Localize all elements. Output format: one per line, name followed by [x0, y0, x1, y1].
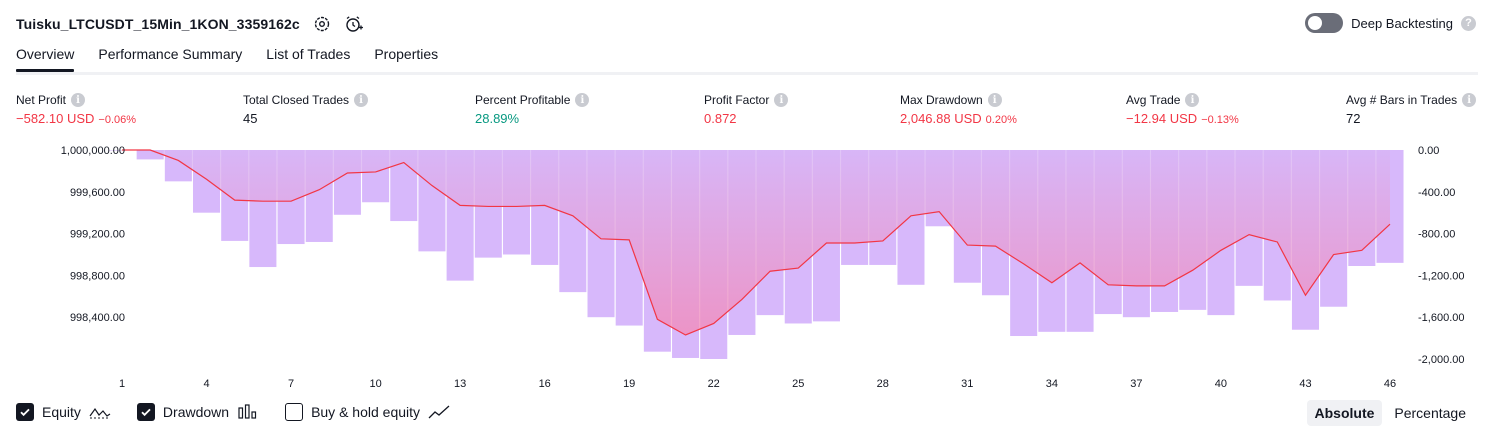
x-axis-tick: 22 — [708, 378, 720, 390]
metric-label: Total Closed Trades — [243, 93, 350, 107]
deep-backtesting-label: Deep Backtesting — [1351, 15, 1453, 31]
legend-drawdown-label: Drawdown — [162, 404, 230, 420]
legend-equity[interactable]: Equity — [16, 403, 111, 421]
x-axis-tick: 25 — [792, 378, 804, 390]
equity-area — [122, 150, 1390, 335]
metric-total-closed-trades: Total Closed Trades i 45 — [243, 93, 369, 126]
strategy-title: Tuisku_LTCUSDT_15Min_1KON_3359162c — [16, 16, 300, 32]
info-icon[interactable]: i — [1462, 93, 1477, 107]
tab-properties[interactable]: Properties — [374, 46, 439, 62]
metric-value: 28.89% — [475, 111, 520, 126]
left-axis-tick: 999,200.00 — [70, 229, 125, 241]
metric-label: Percent Profitable — [475, 93, 571, 107]
value-mode-switch: Absolute Percentage — [1306, 400, 1475, 426]
left-axis-tick: 998,400.00 — [70, 312, 125, 324]
metric-value: 0.872 — [704, 111, 737, 126]
deep-backtesting-control: Deep Backtesting ? — [1305, 13, 1476, 33]
metric-percent-profitable: Percent Profitable i 28.89% — [475, 93, 590, 126]
right-axis-tick: -1,200.00 — [1418, 270, 1464, 282]
metric-label: Profit Factor — [704, 93, 770, 107]
metric-label: Max Drawdown — [900, 93, 983, 107]
info-icon[interactable]: i — [354, 93, 369, 107]
drawdown-checkbox[interactable] — [136, 403, 155, 421]
add-alert-clock-icon[interactable] — [344, 14, 364, 34]
info-icon[interactable]: i — [71, 93, 86, 107]
right-axis-tick: -800.00 — [1418, 229, 1455, 241]
percentage-mode-button[interactable]: Percentage — [1394, 405, 1466, 421]
x-axis-tick: 28 — [877, 378, 889, 390]
equity-drawdown-chart[interactable]: 1,000,000.00 999,600.00 999,200.00 998,800.… — [0, 138, 1494, 396]
x-axis-tick: 4 — [203, 378, 209, 390]
strategy-header: Tuisku_LTCUSDT_15Min_1KON_3359162c — [16, 12, 364, 36]
drawdown-bar — [108, 150, 136, 151]
legend-equity-label: Equity — [42, 404, 81, 420]
absolute-mode-button[interactable]: Absolute — [1306, 400, 1383, 426]
x-axis-tick: 7 — [288, 378, 294, 390]
x-axis-tick: 40 — [1215, 378, 1227, 390]
tab-overview[interactable]: Overview — [16, 46, 75, 72]
x-axis-tick: 10 — [369, 378, 381, 390]
x-axis-tick: 37 — [1130, 378, 1142, 390]
info-icon[interactable]: i — [774, 93, 789, 107]
tab-performance-summary[interactable]: Performance Summary — [98, 46, 243, 62]
metric-value: 2,046.88 USD — [900, 111, 982, 126]
left-axis-tick: 998,800.00 — [70, 270, 125, 282]
drawdown-bar — [136, 150, 164, 160]
metric-label: Avg Trade — [1126, 93, 1181, 107]
x-axis-tick: 31 — [961, 378, 973, 390]
legend-buy-hold-label: Buy & hold equity — [311, 404, 421, 420]
x-axis-tick: 43 — [1299, 378, 1311, 390]
right-axis-tick: -2,000.00 — [1418, 354, 1464, 366]
metric-value: 45 — [243, 111, 258, 126]
equity-checkbox[interactable] — [16, 403, 34, 421]
tabs-divider — [16, 72, 1478, 75]
metric-percent: −0.06% — [98, 114, 137, 126]
x-axis-tick: 19 — [623, 378, 635, 390]
x-axis-tick: 46 — [1384, 378, 1396, 390]
legend-buy-hold[interactable]: Buy & hold equity — [285, 403, 450, 421]
x-axis-tick: 34 — [1046, 378, 1058, 390]
drawdown-bars-icon — [237, 404, 259, 420]
info-icon[interactable]: i — [575, 93, 590, 107]
legend-drawdown[interactable]: Drawdown — [136, 403, 259, 421]
metric-value: −12.94 USD — [1126, 111, 1198, 126]
right-axis-tick: 0.00 — [1418, 145, 1439, 157]
right-axis-tick: -400.00 — [1418, 187, 1455, 199]
x-axis-tick: 16 — [539, 378, 551, 390]
info-icon[interactable]: i — [1185, 93, 1200, 107]
metric-percent: 0.20% — [985, 114, 1017, 126]
report-tabs: Overview Performance Summary List of Tra… — [16, 46, 439, 72]
x-axis-tick: 1 — [119, 378, 125, 390]
metric-net-profit: Net Profit i −582.10 USD −0.06% — [16, 93, 136, 126]
equity-line — [122, 149, 1391, 336]
x-axis-tick: 13 — [454, 378, 466, 390]
metrics-row: Net Profit i −582.10 USD −0.06% Total Clos… — [16, 93, 1478, 129]
chart-legend: Equity Drawdown Buy & hold equity — [16, 403, 450, 421]
deep-backtesting-toggle[interactable] — [1305, 13, 1344, 33]
left-axis-tick: 1,000,000.00 — [61, 145, 125, 157]
help-icon[interactable]: ? — [1461, 15, 1476, 31]
metric-profit-factor: Profit Factor i 0.872 — [704, 93, 789, 126]
buy-hold-checkbox[interactable] — [285, 403, 304, 421]
metric-label: Net Profit — [16, 93, 67, 107]
info-icon[interactable]: i — [987, 93, 1002, 107]
tab-list-of-trades[interactable]: List of Trades — [266, 46, 351, 62]
right-axis-tick: -1,600.00 — [1418, 312, 1464, 324]
metric-value: −582.10 USD — [16, 111, 95, 126]
equity-area-icon — [89, 404, 111, 420]
left-axis-tick: 999,600.00 — [70, 187, 125, 199]
metric-percent: −0.13% — [1201, 114, 1239, 126]
metric-value: 72 — [1346, 111, 1361, 126]
metric-label: Avg # Bars in Trades — [1346, 93, 1458, 107]
buy-hold-line-icon — [428, 404, 450, 420]
metric-avg-bars-in-trades: Avg # Bars in Trades i 72 — [1346, 93, 1477, 126]
settings-gear-icon[interactable] — [312, 14, 332, 34]
metric-max-drawdown: Max Drawdown i 2,046.88 USD 0.20% — [900, 93, 1017, 126]
metric-avg-trade: Avg Trade i −12.94 USD −0.13% — [1126, 93, 1239, 126]
